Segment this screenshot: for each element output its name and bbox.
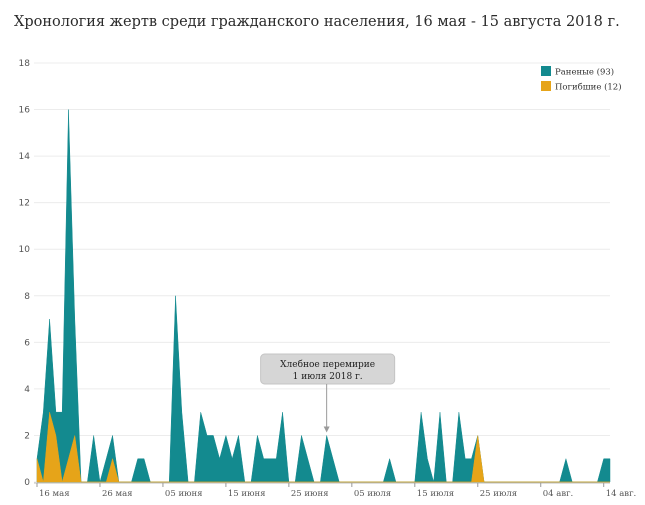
y-tick-label: 2 [24,431,30,441]
x-tick-label: 26 мая [102,489,133,499]
x-tick-label: 16 мая [39,489,70,499]
callout-box [260,353,396,385]
x-tick-label: 15 июня [228,489,266,499]
y-tick-label: 6 [24,338,30,348]
data-series [36,109,611,483]
annotation-callout: Хлебное перемирие 1 июля 2018 г. [260,353,396,433]
x-tick-label: 05 июня [165,489,203,499]
x-axis: 16 мая 26 мая 05 июня 15 июня 25 июня 05 июля… [34,482,637,499]
gridlines [34,62,610,483]
legend-swatch-killed [541,81,551,91]
x-tick-label: 05 июля [354,489,391,499]
y-tick-label: 10 [19,245,31,255]
callout-arrowhead [323,426,330,433]
legend-label-killed: Погибшие (12) [555,82,622,93]
x-tick-label: 04 авг. [543,489,574,499]
y-tick-label: 16 [19,106,31,116]
y-tick-label: 12 [19,199,30,209]
x-tick-label: 15 июля [417,489,454,499]
series-area-killed [36,411,611,483]
callout-line-2: 1 июля 2018 г. [293,372,363,382]
y-tick-label: 8 [24,292,30,302]
legend-label-injured: Раненые (93) [555,67,614,78]
y-tick-label: 14 [19,152,31,162]
y-axis: 0 2 4 6 8 10 12 14 16 18 [19,59,31,488]
legend-swatch-injured [541,66,551,76]
y-tick-label: 4 [24,385,30,395]
callout-line-1: Хлебное перемирие [280,359,375,370]
x-tick-label: 25 июля [480,489,517,499]
x-tick-label: 25 июня [291,489,329,499]
chart-title: Хронология жертв среди гражданского насе… [14,14,620,30]
y-tick-label: 0 [24,478,30,488]
x-tick-label: 14 авг. [606,489,637,499]
y-tick-label: 18 [19,59,31,69]
legend: Раненые (93) Погибшие (12) [541,66,622,93]
